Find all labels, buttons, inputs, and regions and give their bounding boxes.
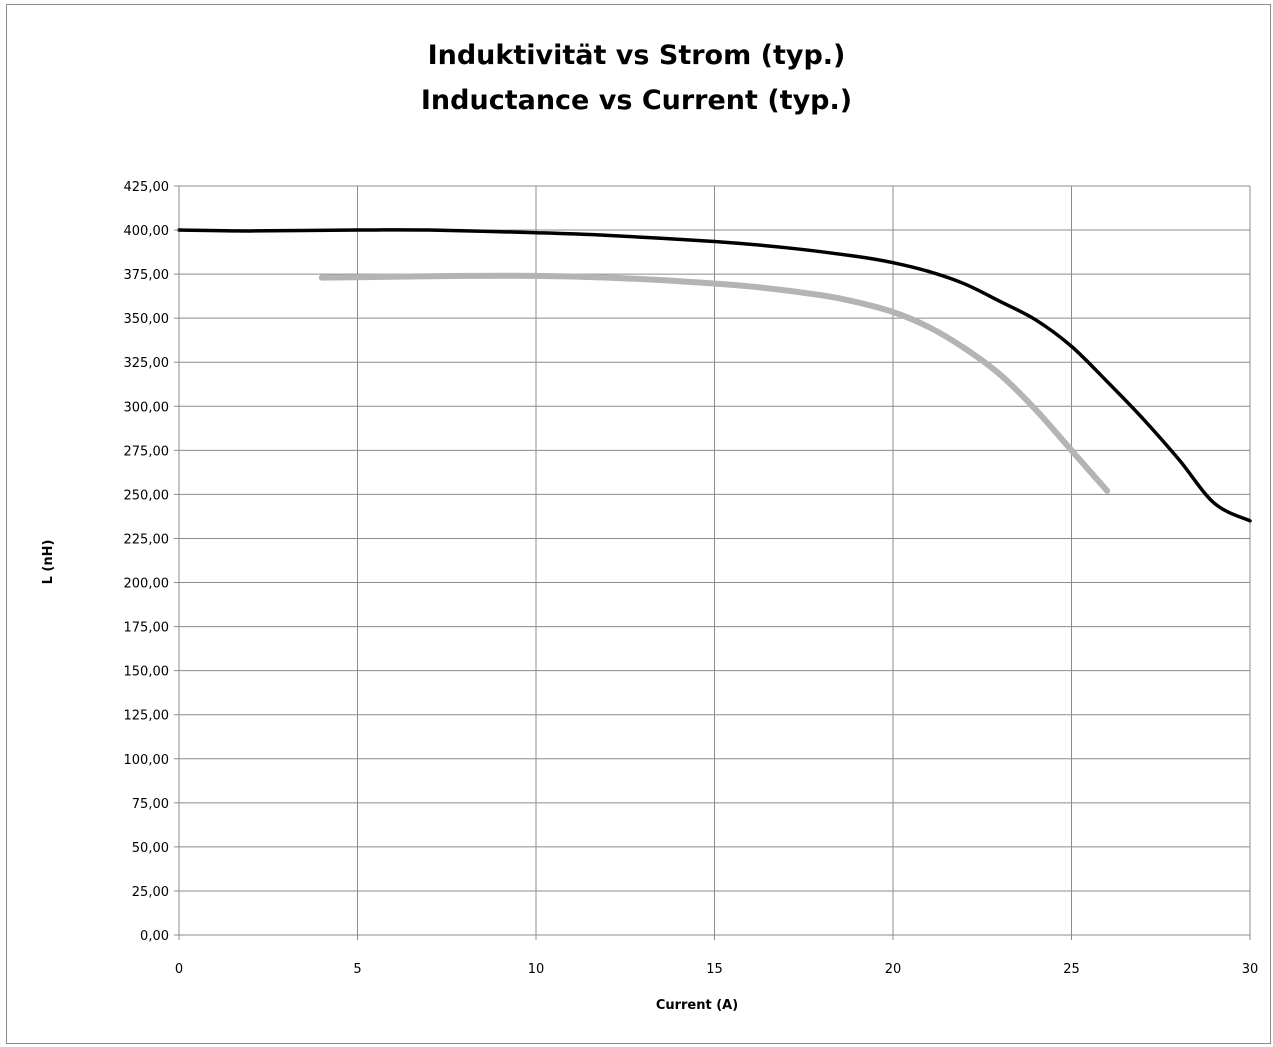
- series-line-secondary: [318, 272, 1111, 494]
- y-tick-label: 75,00: [132, 797, 169, 812]
- series-line-primary: [177, 228, 1252, 523]
- y-tick-label: 400,00: [124, 224, 170, 239]
- chart-title: Induktivität vs Strom (typ.): [427, 40, 846, 71]
- y-axis-ticks: 0,00 25,00 50,00 75,00 100,00 125,00 150,00 175…: [124, 180, 179, 944]
- gridlines: [178, 185, 1251, 936]
- y-tick-label: 300,00: [124, 400, 170, 415]
- y-tick-label: 0,00: [140, 929, 169, 944]
- x-axis-ticks: 0 5 10 15 20 25 30: [175, 935, 1258, 977]
- y-tick-label: 325,00: [124, 356, 170, 371]
- x-tick-label: 0: [175, 962, 183, 977]
- y-tick-label: 275,00: [124, 444, 170, 459]
- x-tick-label: 20: [885, 962, 902, 977]
- y-tick-label: 375,00: [124, 268, 170, 283]
- x-tick-label: 25: [1063, 962, 1080, 977]
- y-tick-label: 150,00: [124, 665, 170, 680]
- y-tick-label: 225,00: [124, 532, 170, 547]
- y-tick-label: 25,00: [132, 885, 169, 900]
- y-tick-label: 175,00: [124, 621, 170, 636]
- y-tick-label: 50,00: [132, 841, 169, 856]
- y-tick-label: 200,00: [124, 577, 170, 592]
- chart-area: [6, 4, 1271, 1044]
- x-tick-label: 10: [528, 962, 545, 977]
- y-axis-label: L (nH): [41, 540, 56, 585]
- chart-subtitle: Inductance vs Current (typ.): [420, 85, 853, 116]
- x-tick-label: 15: [706, 962, 723, 977]
- y-tick-label: 350,00: [124, 312, 170, 327]
- series-layer: [177, 228, 1252, 523]
- x-tick-label: 30: [1242, 962, 1259, 977]
- y-tick-label: 425,00: [124, 180, 170, 195]
- x-tick-label: 5: [353, 962, 361, 977]
- x-axis-label: Current (A): [656, 998, 738, 1013]
- y-tick-label: 250,00: [124, 488, 170, 503]
- y-tick-label: 100,00: [124, 753, 170, 768]
- y-tick-label: 125,00: [124, 709, 170, 724]
